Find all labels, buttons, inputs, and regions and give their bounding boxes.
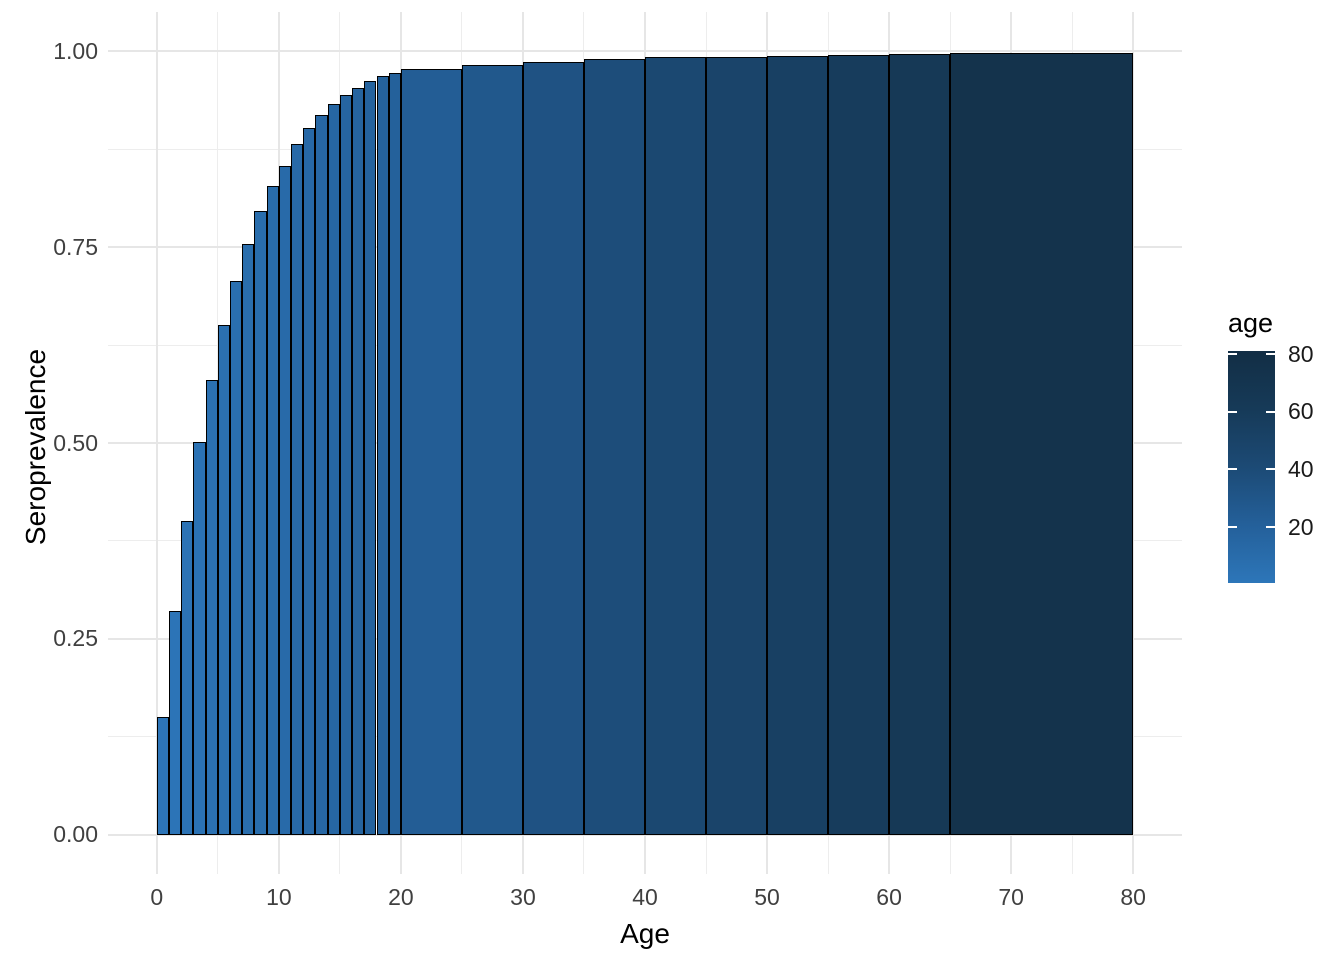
y-tick-label-0.25: 0.25 [53, 625, 98, 652]
bar-age-9-10 [266, 185, 279, 835]
bar-age-7-8 [242, 243, 255, 835]
bar-age-45-50 [706, 56, 768, 835]
legend-title: age [1228, 308, 1274, 338]
legend-tick-mark [1266, 353, 1275, 355]
x-tick-label-30: 30 [510, 884, 536, 910]
legend-tick-mark [1228, 410, 1237, 413]
bar-age-17-18 [364, 80, 377, 835]
legend-tick-mark [1228, 526, 1237, 529]
x-tick-label-0: 0 [150, 884, 164, 910]
bar-age-11-12 [291, 144, 304, 835]
legend-tick-mark [1228, 468, 1237, 471]
bar-age-3-4 [193, 442, 206, 835]
legend-label-80: 80 [1288, 340, 1314, 367]
bar-age-16-17 [352, 88, 365, 835]
x-tick-label-70: 70 [998, 884, 1024, 910]
plot-panel [108, 12, 1182, 874]
y-axis-title: Seroprevalence [20, 348, 51, 546]
x-major-gridline [155, 12, 158, 874]
bar-age-30-35 [522, 62, 584, 835]
bar-age-12-13 [303, 127, 316, 835]
bar-age-13-14 [315, 115, 328, 835]
x-tick-label-60: 60 [876, 884, 902, 910]
bar-age-4-5 [205, 379, 218, 835]
y-tick-label-1.00: 1.00 [53, 37, 98, 64]
x-axis-title: Age [620, 918, 670, 949]
bar-age-65-80 [950, 52, 1134, 835]
bar-age-14-15 [327, 104, 340, 835]
legend-colorbar: 80 60 40 20 [1228, 342, 1314, 583]
bar-age-20-25 [400, 69, 462, 835]
bar-age-40-45 [645, 57, 707, 835]
bar-age-19-20 [388, 73, 401, 835]
legend-tick-mark [1266, 526, 1275, 529]
y-tick-label-0.00: 0.00 [53, 821, 98, 848]
bar-age-2-3 [181, 520, 194, 835]
bar-age-35-40 [583, 59, 645, 835]
bar-age-1-2 [169, 610, 182, 835]
x-major-gridline [1132, 12, 1135, 874]
bar-age-6-7 [230, 280, 243, 835]
bar-age-8-9 [254, 211, 267, 835]
legend-label-20: 20 [1288, 513, 1314, 540]
bar-age-18-19 [376, 76, 389, 835]
bar-age-60-65 [889, 54, 951, 835]
x-tick-label-40: 40 [632, 884, 658, 910]
colorbar-legend: age 80 60 40 20 [1228, 308, 1314, 583]
legend-tick-mark [1266, 468, 1275, 471]
x-tick-label-20: 20 [388, 884, 414, 910]
y-tick-label-0.50: 0.50 [53, 429, 98, 456]
legend-label-60: 60 [1288, 398, 1314, 425]
bar-age-5-6 [217, 325, 231, 835]
bar-age-10-11 [278, 165, 292, 835]
bar-age-0-1 [156, 717, 170, 835]
legend-tick-mark [1228, 353, 1237, 355]
bar-age-15-16 [339, 95, 353, 835]
legend-tick-mark [1266, 410, 1275, 413]
legend-label-40: 40 [1288, 455, 1314, 482]
bar-age-25-30 [461, 65, 523, 835]
y-tick-label-0.75: 0.75 [53, 233, 98, 260]
x-tick-label-10: 10 [266, 884, 292, 910]
x-tick-label-50: 50 [754, 884, 780, 910]
bar-age-50-55 [767, 55, 829, 835]
x-tick-label-80: 80 [1120, 884, 1146, 910]
bar-age-55-60 [828, 55, 890, 835]
